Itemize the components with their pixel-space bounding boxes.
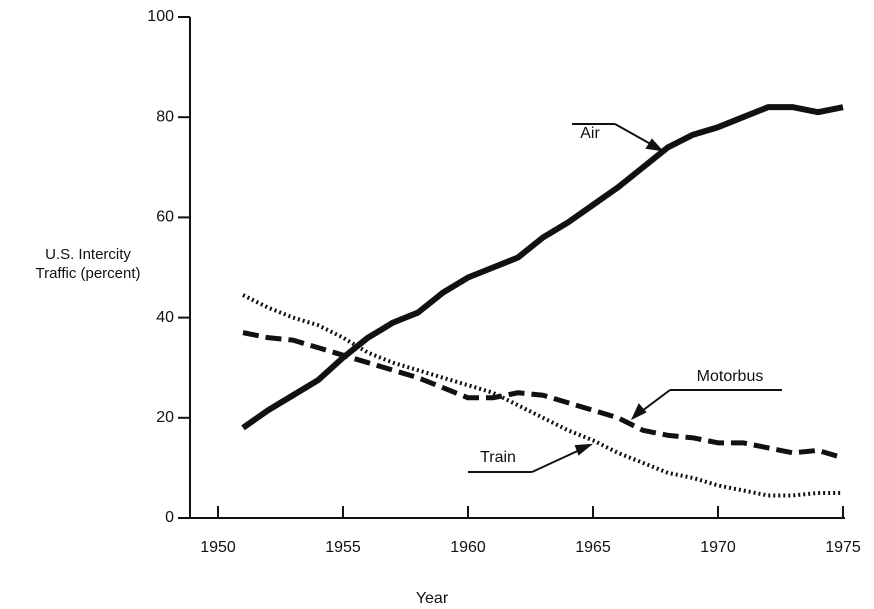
y-tick-label: 40 xyxy=(156,309,174,326)
annotation-leaders xyxy=(468,123,782,473)
series-line xyxy=(242,330,844,461)
x-tick-label: 1950 xyxy=(200,539,236,556)
y-tick-label: 20 xyxy=(156,409,174,426)
y-tick-label: 60 xyxy=(156,209,174,226)
x-tick-label: 1965 xyxy=(575,539,611,556)
x-tick-label: 1955 xyxy=(325,539,361,556)
y-tick-label: 80 xyxy=(156,108,174,125)
y-tick-label: 100 xyxy=(147,8,174,25)
series-line xyxy=(242,293,843,498)
x-tick-label: 1970 xyxy=(700,539,736,556)
x-tick-label: 1960 xyxy=(450,539,486,556)
y-tick-label: 0 xyxy=(165,509,174,526)
series-label: Motorbus xyxy=(697,368,764,385)
series-label: Air xyxy=(580,125,600,142)
x-axis-title: Year xyxy=(416,590,449,607)
y-axis-title: U.S. Intercity Traffic (percent) xyxy=(35,246,141,282)
x-tick-label: 1975 xyxy=(825,539,861,556)
series-label: Train xyxy=(480,449,516,466)
